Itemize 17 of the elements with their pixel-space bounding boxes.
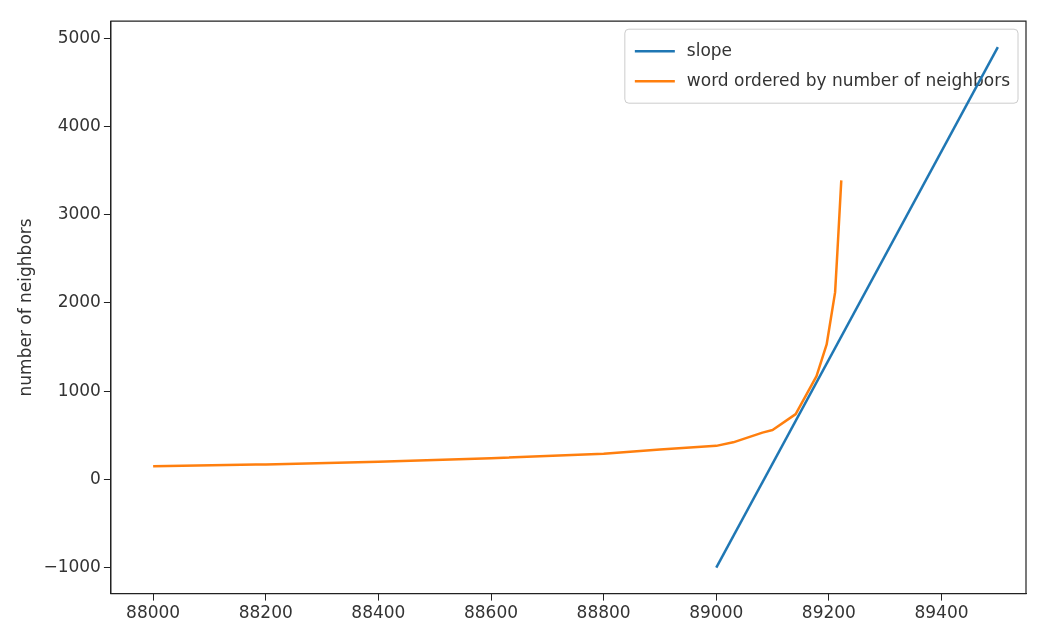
x-tick-label: 89400 — [914, 602, 969, 623]
x-tick-label: 89200 — [801, 602, 856, 623]
y-tick-label: −1000 — [43, 556, 101, 576]
x-tick-label: 89000 — [689, 602, 744, 623]
y-tick-label: 0 — [90, 467, 101, 488]
y-tick-label: 2000 — [57, 291, 101, 312]
y-axis-title: number of neighbors — [14, 218, 35, 397]
x-tick-label: 88800 — [576, 602, 631, 623]
y-tick-label: 3000 — [57, 203, 101, 224]
y-tick-label: 5000 — [57, 26, 101, 47]
y-tick-label: 1000 — [57, 379, 101, 400]
x-tick-label: 88600 — [463, 602, 519, 623]
x-tick-label: 88000 — [126, 602, 181, 623]
x-tick-label: 88200 — [238, 602, 293, 623]
y-tick-label: 4000 — [57, 115, 101, 136]
x-tick-label: 88400 — [351, 602, 406, 623]
legend-label: slope — [686, 39, 733, 60]
